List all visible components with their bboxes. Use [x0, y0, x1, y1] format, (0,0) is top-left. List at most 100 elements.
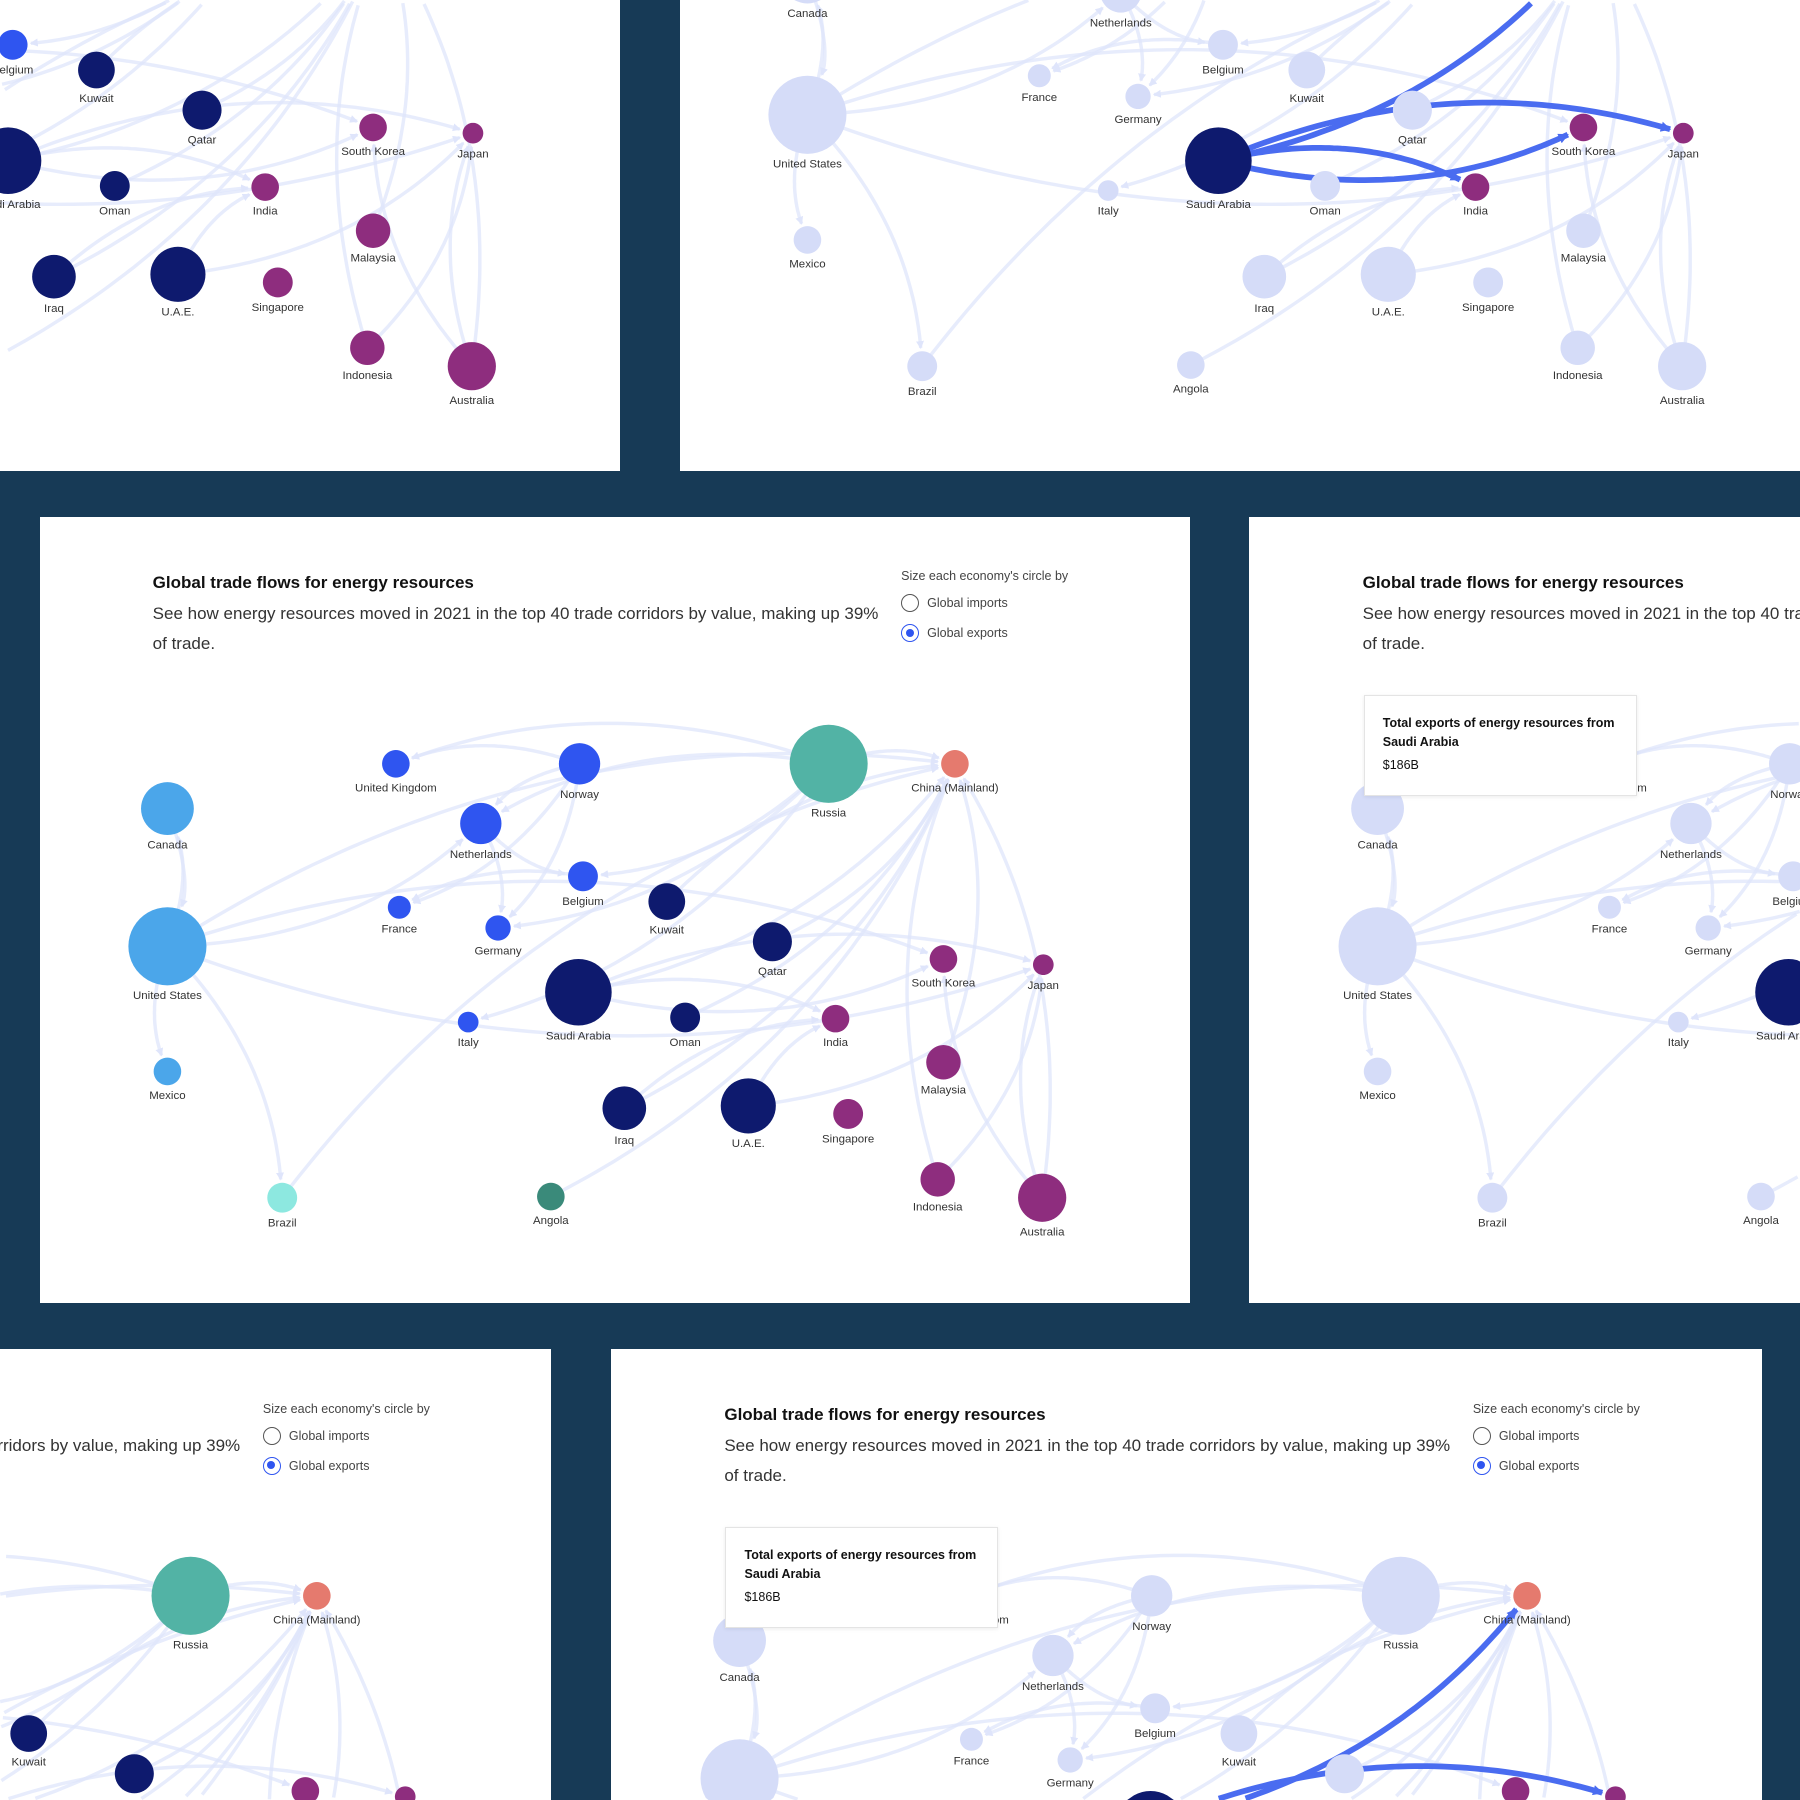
- economy-circle[interactable]: [1501, 1777, 1530, 1800]
- economy-node[interactable]: Saudi Arabia: [1755, 958, 1800, 1042]
- economy-circle[interactable]: [1565, 213, 1601, 248]
- economy-circle[interactable]: [1560, 330, 1595, 366]
- economy-node[interactable]: Saudi Arabia: [1184, 127, 1252, 211]
- economy-circle[interactable]: [251, 173, 279, 201]
- economy-circle[interactable]: [920, 1161, 956, 1197]
- economy-circle[interactable]: [32, 254, 76, 299]
- economy-circle[interactable]: [447, 342, 496, 391]
- economy-circle[interactable]: [1512, 1581, 1541, 1610]
- economy-node[interactable]: Angola: [1743, 1182, 1779, 1227]
- economy-circle[interactable]: [1477, 1182, 1508, 1213]
- economy-node[interactable]: Malaysia: [350, 213, 396, 265]
- economy-circle[interactable]: [720, 1077, 777, 1134]
- economy-node[interactable]: U.A.E.: [1360, 246, 1416, 319]
- economy-circle[interactable]: [1124, 83, 1151, 110]
- economy-circle[interactable]: [1569, 113, 1597, 142]
- economy-node[interactable]: China (Mainland): [273, 1581, 361, 1626]
- economy-node[interactable]: Netherlands: [450, 802, 512, 861]
- economy-circle[interactable]: [1363, 1057, 1392, 1085]
- economy-node[interactable]: Japan: [457, 122, 489, 160]
- economy-circle[interactable]: [1139, 1693, 1170, 1724]
- economy-node[interactable]: China (Mainland): [1483, 1581, 1571, 1626]
- economy-circle[interactable]: [382, 749, 410, 778]
- economy-node[interactable]: Kuwait: [1220, 1715, 1257, 1769]
- economy-circle[interactable]: [1057, 1747, 1083, 1773]
- economy-circle[interactable]: [941, 749, 969, 778]
- economy-node[interactable]: Belgium: [1202, 29, 1243, 77]
- economy-circle[interactable]: [1130, 1574, 1173, 1617]
- radio-global-imports[interactable]: Global imports: [901, 594, 1068, 613]
- economy-node[interactable]: Netherlands: [1022, 1634, 1084, 1693]
- economy-node[interactable]: France: [1021, 64, 1057, 104]
- economy-circle[interactable]: [1695, 914, 1721, 941]
- economy-node[interactable]: Oman: [670, 1002, 701, 1049]
- economy-node[interactable]: Mexico: [789, 226, 825, 270]
- economy-node[interactable]: Mexico: [1359, 1057, 1396, 1102]
- economy-node[interactable]: [700, 1739, 779, 1800]
- economy-node[interactable]: Russia: [151, 1556, 230, 1652]
- economy-node[interactable]: Russia: [789, 724, 868, 819]
- economy-circle[interactable]: [1597, 895, 1621, 919]
- economy-circle[interactable]: [780, 0, 834, 4]
- economy-node[interactable]: [1324, 1754, 1364, 1794]
- economy-node[interactable]: Singapore: [822, 1098, 874, 1146]
- economy-node[interactable]: Singapore: [1462, 267, 1514, 314]
- economy-node[interactable]: India: [1461, 173, 1489, 218]
- economy-circle[interactable]: [1755, 958, 1800, 1026]
- economy-node[interactable]: [1116, 1790, 1184, 1800]
- economy-circle[interactable]: [700, 1739, 779, 1800]
- radio-global-exports[interactable]: Global exports: [901, 624, 1068, 643]
- economy-node[interactable]: [1604, 1786, 1626, 1800]
- economy-node[interactable]: U.A.E.: [720, 1077, 777, 1150]
- economy-circle[interactable]: [1604, 1786, 1626, 1800]
- economy-circle[interactable]: [793, 226, 821, 254]
- economy-node[interactable]: Belgium: [0, 29, 33, 77]
- economy-circle[interactable]: [1747, 1182, 1775, 1210]
- economy-node[interactable]: Norway: [1768, 742, 1800, 801]
- economy-node[interactable]: Germany: [475, 914, 522, 957]
- economy-node[interactable]: Belgium: [1772, 860, 1800, 908]
- radio-button-icon[interactable]: [262, 1456, 281, 1475]
- economy-circle[interactable]: [1657, 342, 1706, 391]
- economy-circle[interactable]: [833, 1098, 864, 1129]
- economy-circle[interactable]: [959, 1727, 983, 1751]
- radio-button-icon[interactable]: [262, 1426, 281, 1445]
- economy-circle[interactable]: [559, 742, 601, 785]
- economy-circle[interactable]: [1207, 29, 1238, 60]
- economy-node[interactable]: United States: [767, 75, 847, 171]
- economy-node[interactable]: Kuwait: [1287, 51, 1325, 106]
- economy-node[interactable]: Canada: [780, 0, 834, 20]
- economy-node[interactable]: Qatar: [182, 90, 222, 147]
- economy-node[interactable]: South Korea: [912, 944, 976, 989]
- economy-node[interactable]: Iraq: [32, 254, 76, 315]
- economy-node[interactable]: [394, 1786, 416, 1800]
- economy-circle[interactable]: [1116, 1790, 1184, 1800]
- economy-circle[interactable]: [1032, 1634, 1074, 1677]
- economy-node[interactable]: France: [953, 1727, 989, 1768]
- economy-circle[interactable]: [262, 267, 293, 298]
- economy-circle[interactable]: [78, 51, 115, 89]
- economy-circle[interactable]: [568, 860, 599, 891]
- radio-button-icon[interactable]: [1472, 1426, 1491, 1445]
- economy-circle[interactable]: [537, 1182, 565, 1210]
- economy-node[interactable]: Belgium: [1134, 1693, 1176, 1740]
- economy-circle[interactable]: [789, 724, 868, 803]
- economy-circle[interactable]: [1324, 1754, 1364, 1794]
- economy-circle[interactable]: [1287, 51, 1325, 89]
- economy-circle[interactable]: [388, 895, 411, 919]
- economy-circle[interactable]: [0, 127, 42, 195]
- economy-node[interactable]: Malaysia: [1560, 213, 1606, 265]
- economy-circle[interactable]: [1672, 122, 1694, 144]
- economy-node[interactable]: Indonesia: [913, 1161, 963, 1213]
- economy-circle[interactable]: [1768, 742, 1800, 785]
- economy-circle[interactable]: [182, 90, 222, 130]
- economy-circle[interactable]: [1018, 1173, 1067, 1222]
- economy-circle[interactable]: [545, 958, 612, 1026]
- economy-circle[interactable]: [767, 75, 847, 154]
- economy-node[interactable]: Qatar: [1392, 90, 1432, 147]
- economy-circle[interactable]: [821, 1004, 850, 1033]
- economy-circle[interactable]: [359, 113, 387, 142]
- economy-circle[interactable]: [460, 802, 502, 844]
- economy-node[interactable]: India: [821, 1004, 850, 1049]
- economy-circle[interactable]: [1033, 953, 1054, 975]
